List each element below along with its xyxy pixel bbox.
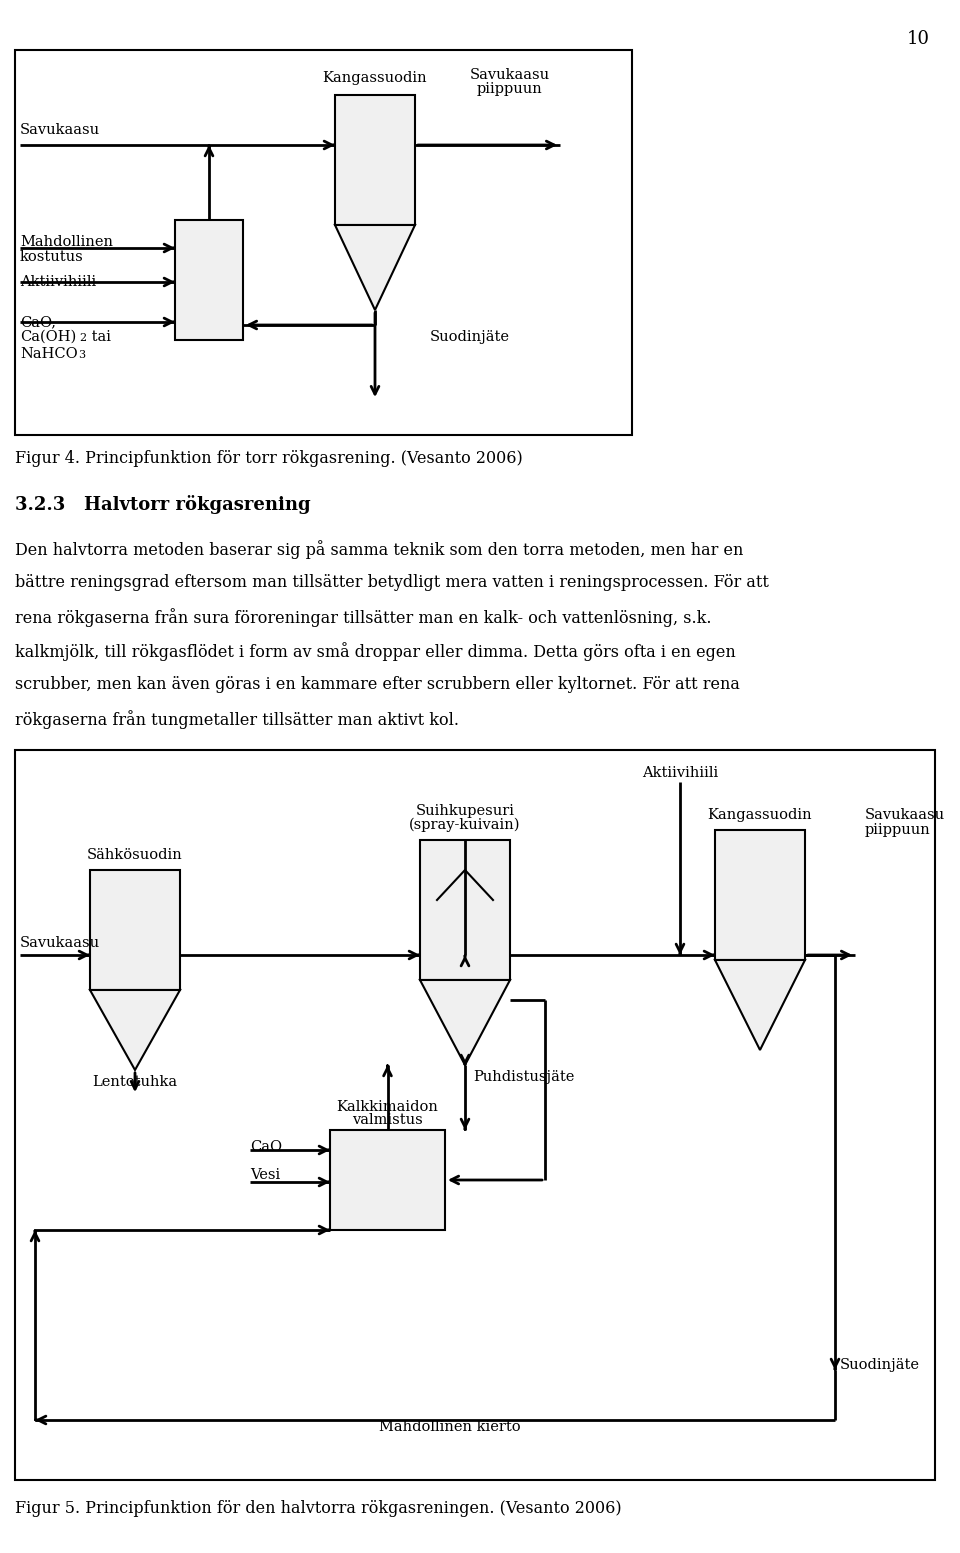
Text: Ca(OH): Ca(OH) xyxy=(20,329,76,345)
Text: Aktiivihiili: Aktiivihiili xyxy=(642,766,718,780)
Text: kostutus: kostutus xyxy=(20,250,84,264)
Bar xyxy=(335,95,415,225)
Text: Aktiivihiili: Aktiivihiili xyxy=(20,275,96,289)
Text: 2: 2 xyxy=(79,332,86,343)
Text: Mahdollinen: Mahdollinen xyxy=(20,235,113,248)
Text: tai: tai xyxy=(87,329,111,345)
Polygon shape xyxy=(90,989,180,1070)
Text: CaO,: CaO, xyxy=(20,315,56,329)
Text: Suodinjäte: Suodinjäte xyxy=(840,1357,920,1371)
Bar xyxy=(420,840,510,980)
Text: Savukaasu: Savukaasu xyxy=(470,68,550,82)
Text: scrubber, men kan även göras i en kammare efter scrubbern eller kyltornet. För a: scrubber, men kan även göras i en kammar… xyxy=(15,676,740,693)
Text: 10: 10 xyxy=(907,30,930,48)
Bar xyxy=(175,221,243,340)
Text: piippuun: piippuun xyxy=(865,823,931,837)
Bar xyxy=(715,829,805,960)
Text: bättre reningsgrad eftersom man tillsätter betydligt mera vatten i reningsproces: bättre reningsgrad eftersom man tillsätt… xyxy=(15,575,769,592)
Bar xyxy=(90,870,180,989)
Text: rökgaserna från tungmetaller tillsätter man aktivt kol.: rökgaserna från tungmetaller tillsätter … xyxy=(15,710,459,728)
Text: Savukaasu: Savukaasu xyxy=(20,936,100,950)
Text: Kangassuodin: Kangassuodin xyxy=(708,808,812,822)
Text: Lentotuhka: Lentotuhka xyxy=(92,1075,178,1089)
Text: (spray-kuivain): (spray-kuivain) xyxy=(409,817,520,832)
Polygon shape xyxy=(420,980,510,1065)
Polygon shape xyxy=(335,225,415,311)
Text: Vesi: Vesi xyxy=(250,1168,280,1182)
Text: Sähkösuodin: Sähkösuodin xyxy=(87,848,182,862)
Text: Savukaasu: Savukaasu xyxy=(865,808,946,822)
Text: kalkmjölk, till rökgasflödet i form av små droppar eller dimma. Detta görs ofta : kalkmjölk, till rökgasflödet i form av s… xyxy=(15,641,735,662)
Text: rena rökgaserna från sura föroreningar tillsätter man en kalk- och vattenlösning: rena rökgaserna från sura föroreningar t… xyxy=(15,609,711,627)
Text: Mahdollinen kierto: Mahdollinen kierto xyxy=(379,1419,521,1433)
Text: Suodinjäte: Suodinjäte xyxy=(430,329,510,345)
Text: 3.2.3   Halvtorr rökgasrening: 3.2.3 Halvtorr rökgasrening xyxy=(15,495,311,514)
Bar xyxy=(330,1131,445,1230)
Text: Figur 4. Principfunktion för torr rökgasrening. (Vesanto 2006): Figur 4. Principfunktion för torr rökgas… xyxy=(15,450,523,467)
Text: piippuun: piippuun xyxy=(477,82,542,96)
Text: Savukaasu: Savukaasu xyxy=(20,123,100,137)
Text: NaHCO: NaHCO xyxy=(20,346,78,360)
Text: Den halvtorra metoden baserar sig på samma teknik som den torra metoden, men har: Den halvtorra metoden baserar sig på sam… xyxy=(15,540,743,559)
Text: CaO: CaO xyxy=(250,1140,282,1154)
Text: Suihkupesuri: Suihkupesuri xyxy=(416,804,515,818)
Text: 3: 3 xyxy=(78,349,85,360)
Text: valmistus: valmistus xyxy=(352,1114,422,1127)
Text: Kangassuodin: Kangassuodin xyxy=(323,71,427,85)
Text: Figur 5. Principfunktion för den halvtorra rökgasreningen. (Vesanto 2006): Figur 5. Principfunktion för den halvtor… xyxy=(15,1500,622,1517)
Bar xyxy=(15,50,632,435)
Polygon shape xyxy=(715,960,805,1050)
Text: Puhdistusjäte: Puhdistusjäte xyxy=(473,1070,574,1084)
Bar xyxy=(15,750,935,1480)
Text: Kalkkimaidon: Kalkkimaidon xyxy=(337,1100,439,1114)
